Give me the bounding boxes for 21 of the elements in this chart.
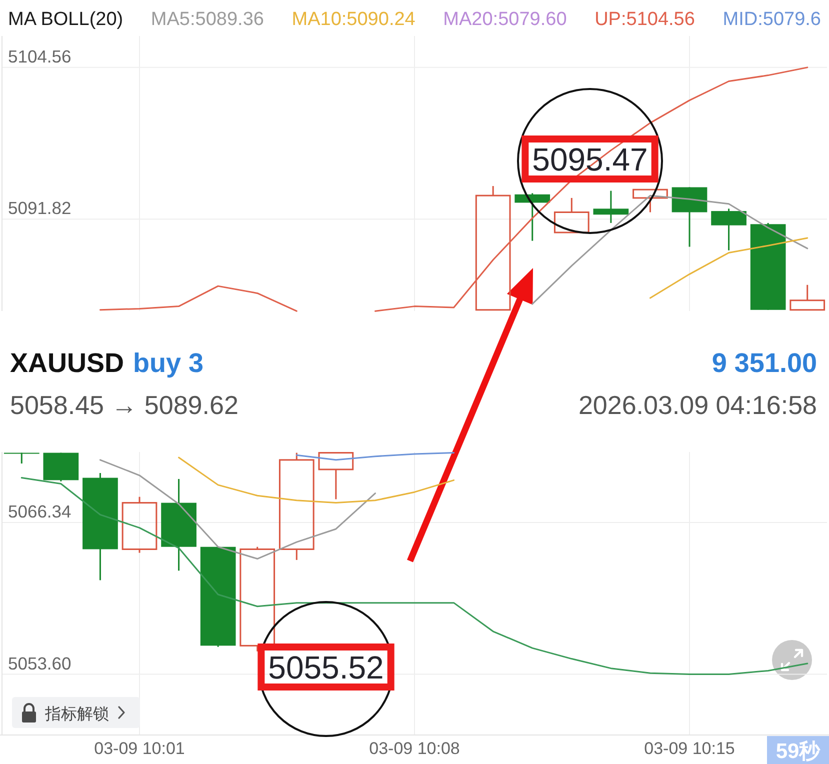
legend-title: MA BOLL(20) bbox=[8, 9, 124, 30]
x-tick-label: 03-09 10:15 bbox=[644, 739, 735, 758]
annotation: 5055.52 bbox=[268, 650, 384, 686]
annotation: XAUUSD bbox=[10, 348, 124, 378]
annotation: 5058.45 → 5089.62 bbox=[10, 390, 238, 420]
annotation: 9 351.00 bbox=[712, 348, 817, 378]
annotation: 2026.03.09 04:16:58 bbox=[578, 390, 817, 420]
x-tick-label: 03-09 10:08 bbox=[369, 739, 460, 758]
text: MA10:5090.24 bbox=[292, 9, 416, 30]
text: 59秒 bbox=[776, 740, 822, 763]
text: MID:5079.6 bbox=[722, 9, 821, 30]
x-tick-label: 03-09 10:01 bbox=[94, 739, 185, 758]
annotation: buy 3 bbox=[133, 348, 204, 378]
text: MA5:5089.36 bbox=[150, 9, 264, 30]
y-tick-label: 5066.34 bbox=[8, 502, 72, 522]
y-tick-label: 5091.82 bbox=[8, 198, 72, 218]
annotation: 指标解锁 bbox=[44, 705, 109, 723]
legend-label: MA20:5079.60 bbox=[443, 9, 567, 30]
y-tick-label: 5053.60 bbox=[8, 653, 72, 674]
y-tick-label: 5104.56 bbox=[8, 46, 72, 66]
text: UP:5104.56 bbox=[594, 9, 695, 30]
